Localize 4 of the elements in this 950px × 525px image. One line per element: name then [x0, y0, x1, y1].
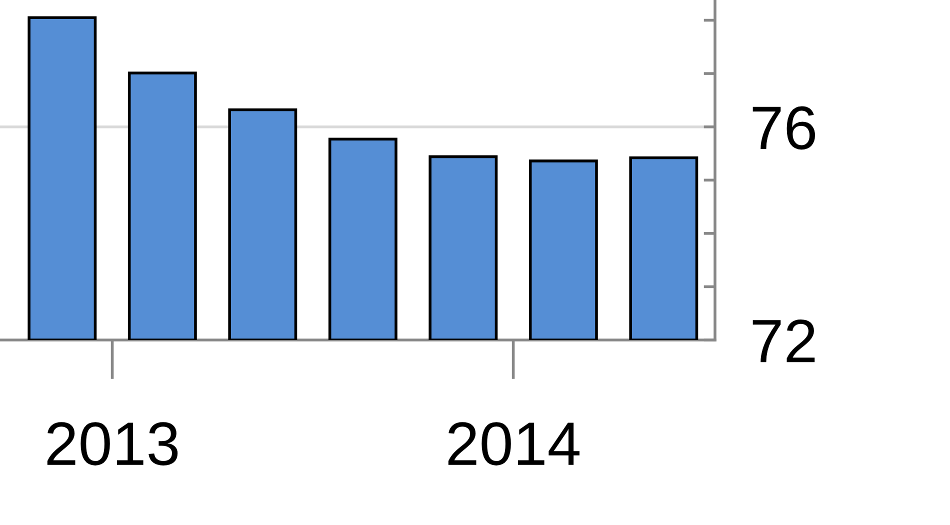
y-tick-label: 72	[752, 319, 815, 362]
y-tick-label: 76	[752, 106, 816, 150]
x-tick-label: 2013	[47, 422, 178, 466]
x-tick-label: 2014	[448, 422, 580, 466]
